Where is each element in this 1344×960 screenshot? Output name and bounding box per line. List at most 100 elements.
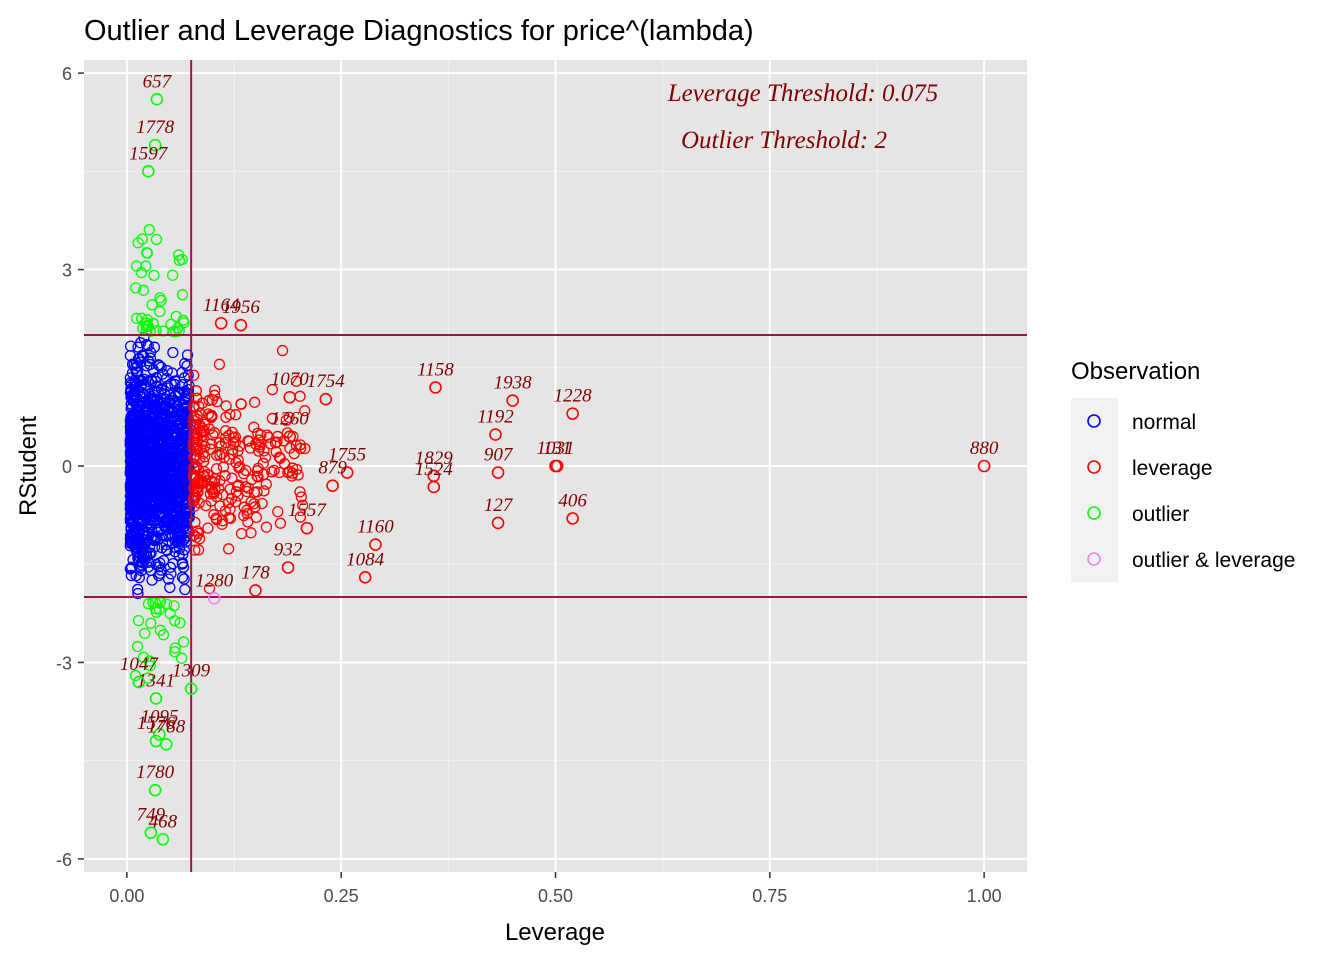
point-label: 1938 xyxy=(494,373,533,394)
leverage-point xyxy=(266,383,278,396)
outlier-threshold-annotation: Outlier Threshold: 2 xyxy=(681,127,887,154)
normal-point xyxy=(171,408,183,420)
normal-point xyxy=(149,482,161,494)
outlier-point xyxy=(170,325,182,338)
leverage-point xyxy=(276,344,289,357)
data-point xyxy=(427,480,441,494)
normal-point xyxy=(145,390,157,402)
normal-point xyxy=(155,445,167,457)
normal-point xyxy=(134,337,147,349)
leverage-point xyxy=(266,466,278,478)
data-point xyxy=(369,538,382,551)
normal-point xyxy=(127,539,140,551)
leverage-point xyxy=(224,503,236,515)
data-point xyxy=(132,675,146,689)
normal-point xyxy=(130,366,142,378)
leverage-point xyxy=(216,448,228,460)
leverage-point xyxy=(189,544,201,556)
outlier-point xyxy=(178,316,190,329)
leverage-point xyxy=(251,470,263,482)
outlier-point xyxy=(129,669,142,682)
legend-label-outlier-leverage: outlier & leverage xyxy=(1132,549,1295,572)
normal-point xyxy=(125,504,137,517)
leverage-point xyxy=(257,457,269,469)
leverage-point xyxy=(271,430,284,443)
normal-point xyxy=(130,442,142,454)
leverage-point xyxy=(248,486,261,498)
x-tick-label: 0.50 xyxy=(538,886,573,906)
normal-point xyxy=(153,569,165,582)
leverage-point xyxy=(274,517,287,529)
outlier-point xyxy=(132,237,144,249)
point-label: 657 xyxy=(143,71,173,92)
leverage-point xyxy=(265,438,277,450)
normal-point xyxy=(164,581,176,594)
data-point xyxy=(149,692,163,705)
normal-point xyxy=(177,548,189,561)
leverage-point xyxy=(295,491,307,503)
outlier-point xyxy=(132,614,145,627)
normal-point xyxy=(142,410,155,423)
normal-point xyxy=(167,346,179,359)
normal-point xyxy=(124,537,137,549)
leverage-point xyxy=(199,418,211,430)
x-tick-label: 0.00 xyxy=(109,886,144,906)
outlier-point xyxy=(141,247,154,259)
normal-point xyxy=(176,438,188,450)
leverage-point xyxy=(290,375,302,387)
normal-point xyxy=(149,400,161,412)
normal-point xyxy=(164,561,177,573)
leverage-point xyxy=(208,389,221,401)
normal-point xyxy=(148,341,161,353)
point-label: 1780 xyxy=(136,762,175,783)
leverage-point xyxy=(290,463,303,476)
leverage-point xyxy=(266,412,279,425)
outlier-point xyxy=(145,617,157,629)
normal-point xyxy=(171,462,183,474)
point-label: 1047 xyxy=(120,654,160,675)
normal-point xyxy=(171,528,183,541)
x-tick-label: 0.25 xyxy=(324,886,359,906)
point-label: 1158 xyxy=(417,359,454,380)
normal-point xyxy=(161,421,173,433)
normal-point xyxy=(179,357,191,370)
outlier-point xyxy=(142,598,155,610)
bulk-points xyxy=(124,224,311,684)
leverage-point xyxy=(230,486,242,498)
data-point xyxy=(148,783,162,797)
chart-title: Outlier and Leverage Diagnostics for pri… xyxy=(84,15,754,47)
normal-point xyxy=(140,484,153,496)
normal-point xyxy=(174,482,186,494)
data-point xyxy=(208,591,221,605)
legend: Observation normal leverage outlier outl… xyxy=(1071,358,1295,582)
y-tick-label: 6 xyxy=(62,64,72,84)
normal-point xyxy=(141,360,153,372)
leverage-point xyxy=(235,398,247,410)
outlier-point xyxy=(155,294,167,307)
leverage-point xyxy=(241,485,253,498)
data-point xyxy=(491,466,505,479)
leverage-point xyxy=(249,438,262,450)
outlier-point xyxy=(168,600,180,612)
data-point xyxy=(566,407,579,420)
normal-point xyxy=(131,392,143,404)
legend-key-outlier xyxy=(1087,506,1101,520)
normal-point xyxy=(164,439,177,451)
normal-point xyxy=(150,558,162,571)
legend-label-normal: normal xyxy=(1132,411,1196,434)
normal-point xyxy=(157,483,169,496)
legend-label-outlier: outlier xyxy=(1132,503,1189,526)
normal-point xyxy=(158,466,171,478)
outlier-point xyxy=(154,305,166,318)
outlier-point xyxy=(150,606,162,618)
data-point xyxy=(281,561,295,574)
normal-point xyxy=(160,498,172,511)
leverage-point xyxy=(284,465,296,477)
normal-point xyxy=(157,442,169,454)
point-label: 1524 xyxy=(415,459,454,480)
normal-point xyxy=(135,532,148,544)
leverage-point xyxy=(259,451,272,464)
normal-point xyxy=(136,435,149,448)
normal-point xyxy=(133,400,146,412)
normal-point xyxy=(138,550,150,562)
